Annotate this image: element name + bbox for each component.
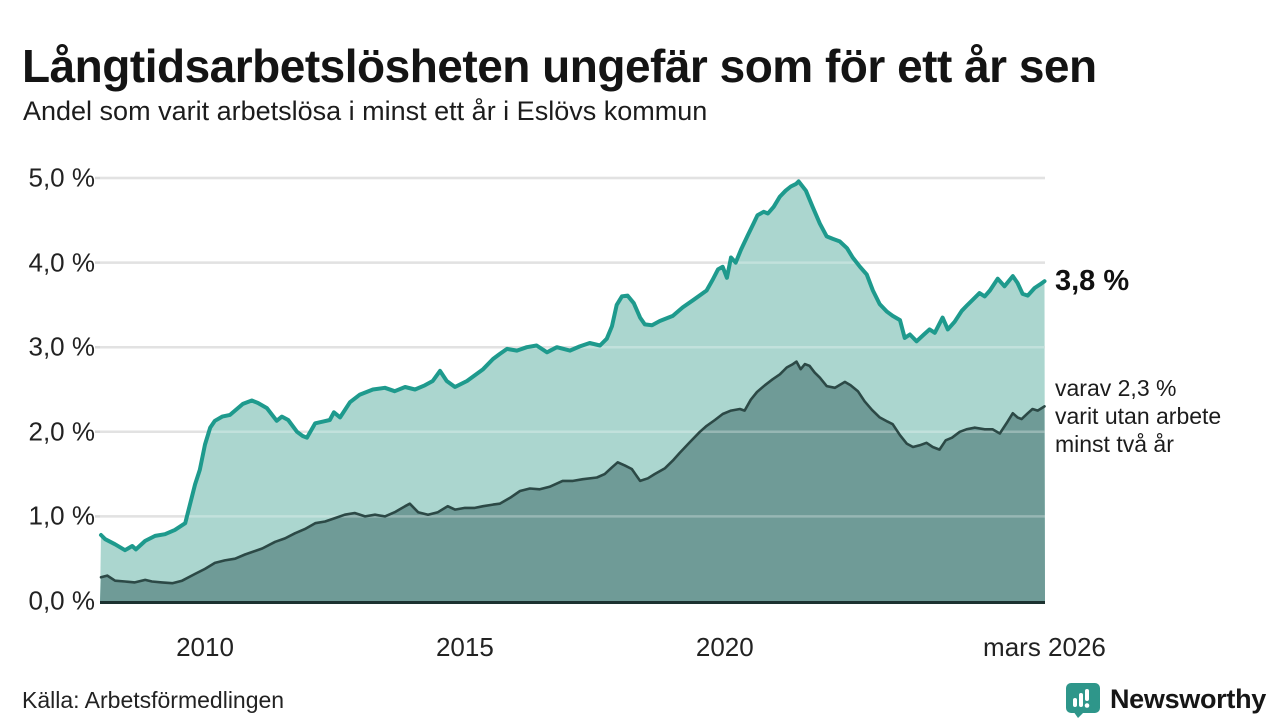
- x-tick-label: 2020: [695, 632, 754, 662]
- series-line: [99, 179, 1047, 553]
- x-tick-label: 2010: [176, 632, 234, 662]
- series-line: [99, 360, 1046, 585]
- brand-name: Newsworthy: [1109, 683, 1266, 714]
- x-tick-label: mars 2026: [983, 632, 1106, 662]
- y-tick-label: 3,0 %: [28, 331, 96, 362]
- page-title: Långtidsarbetslösheten ungefär som för e…: [22, 39, 1097, 92]
- y-tick-label: 4,0 %: [28, 247, 96, 278]
- barchart-pin-icon: [1065, 683, 1100, 718]
- chart-subtitle: Andel som varit arbetslösa i minst ett å…: [23, 96, 708, 126]
- x-tick-label: 2015: [435, 632, 494, 662]
- y-tick-label: 2,0 %: [28, 416, 96, 447]
- y-tick-label: 0,0 %: [28, 585, 96, 616]
- two-year-unemployment-annotation: varav 2,3 % varit utan arbete minst två …: [1055, 375, 1222, 457]
- latest-total-value-label: 3,8 %: [1055, 265, 1130, 297]
- y-tick-label: 5,0 %: [28, 162, 96, 193]
- newsworthy-logo: Newsworthy: [1064, 680, 1266, 718]
- y-tick-label: 1,0 %: [28, 500, 96, 531]
- source-label: Källa: Arbetsförmedlingen: [22, 687, 285, 713]
